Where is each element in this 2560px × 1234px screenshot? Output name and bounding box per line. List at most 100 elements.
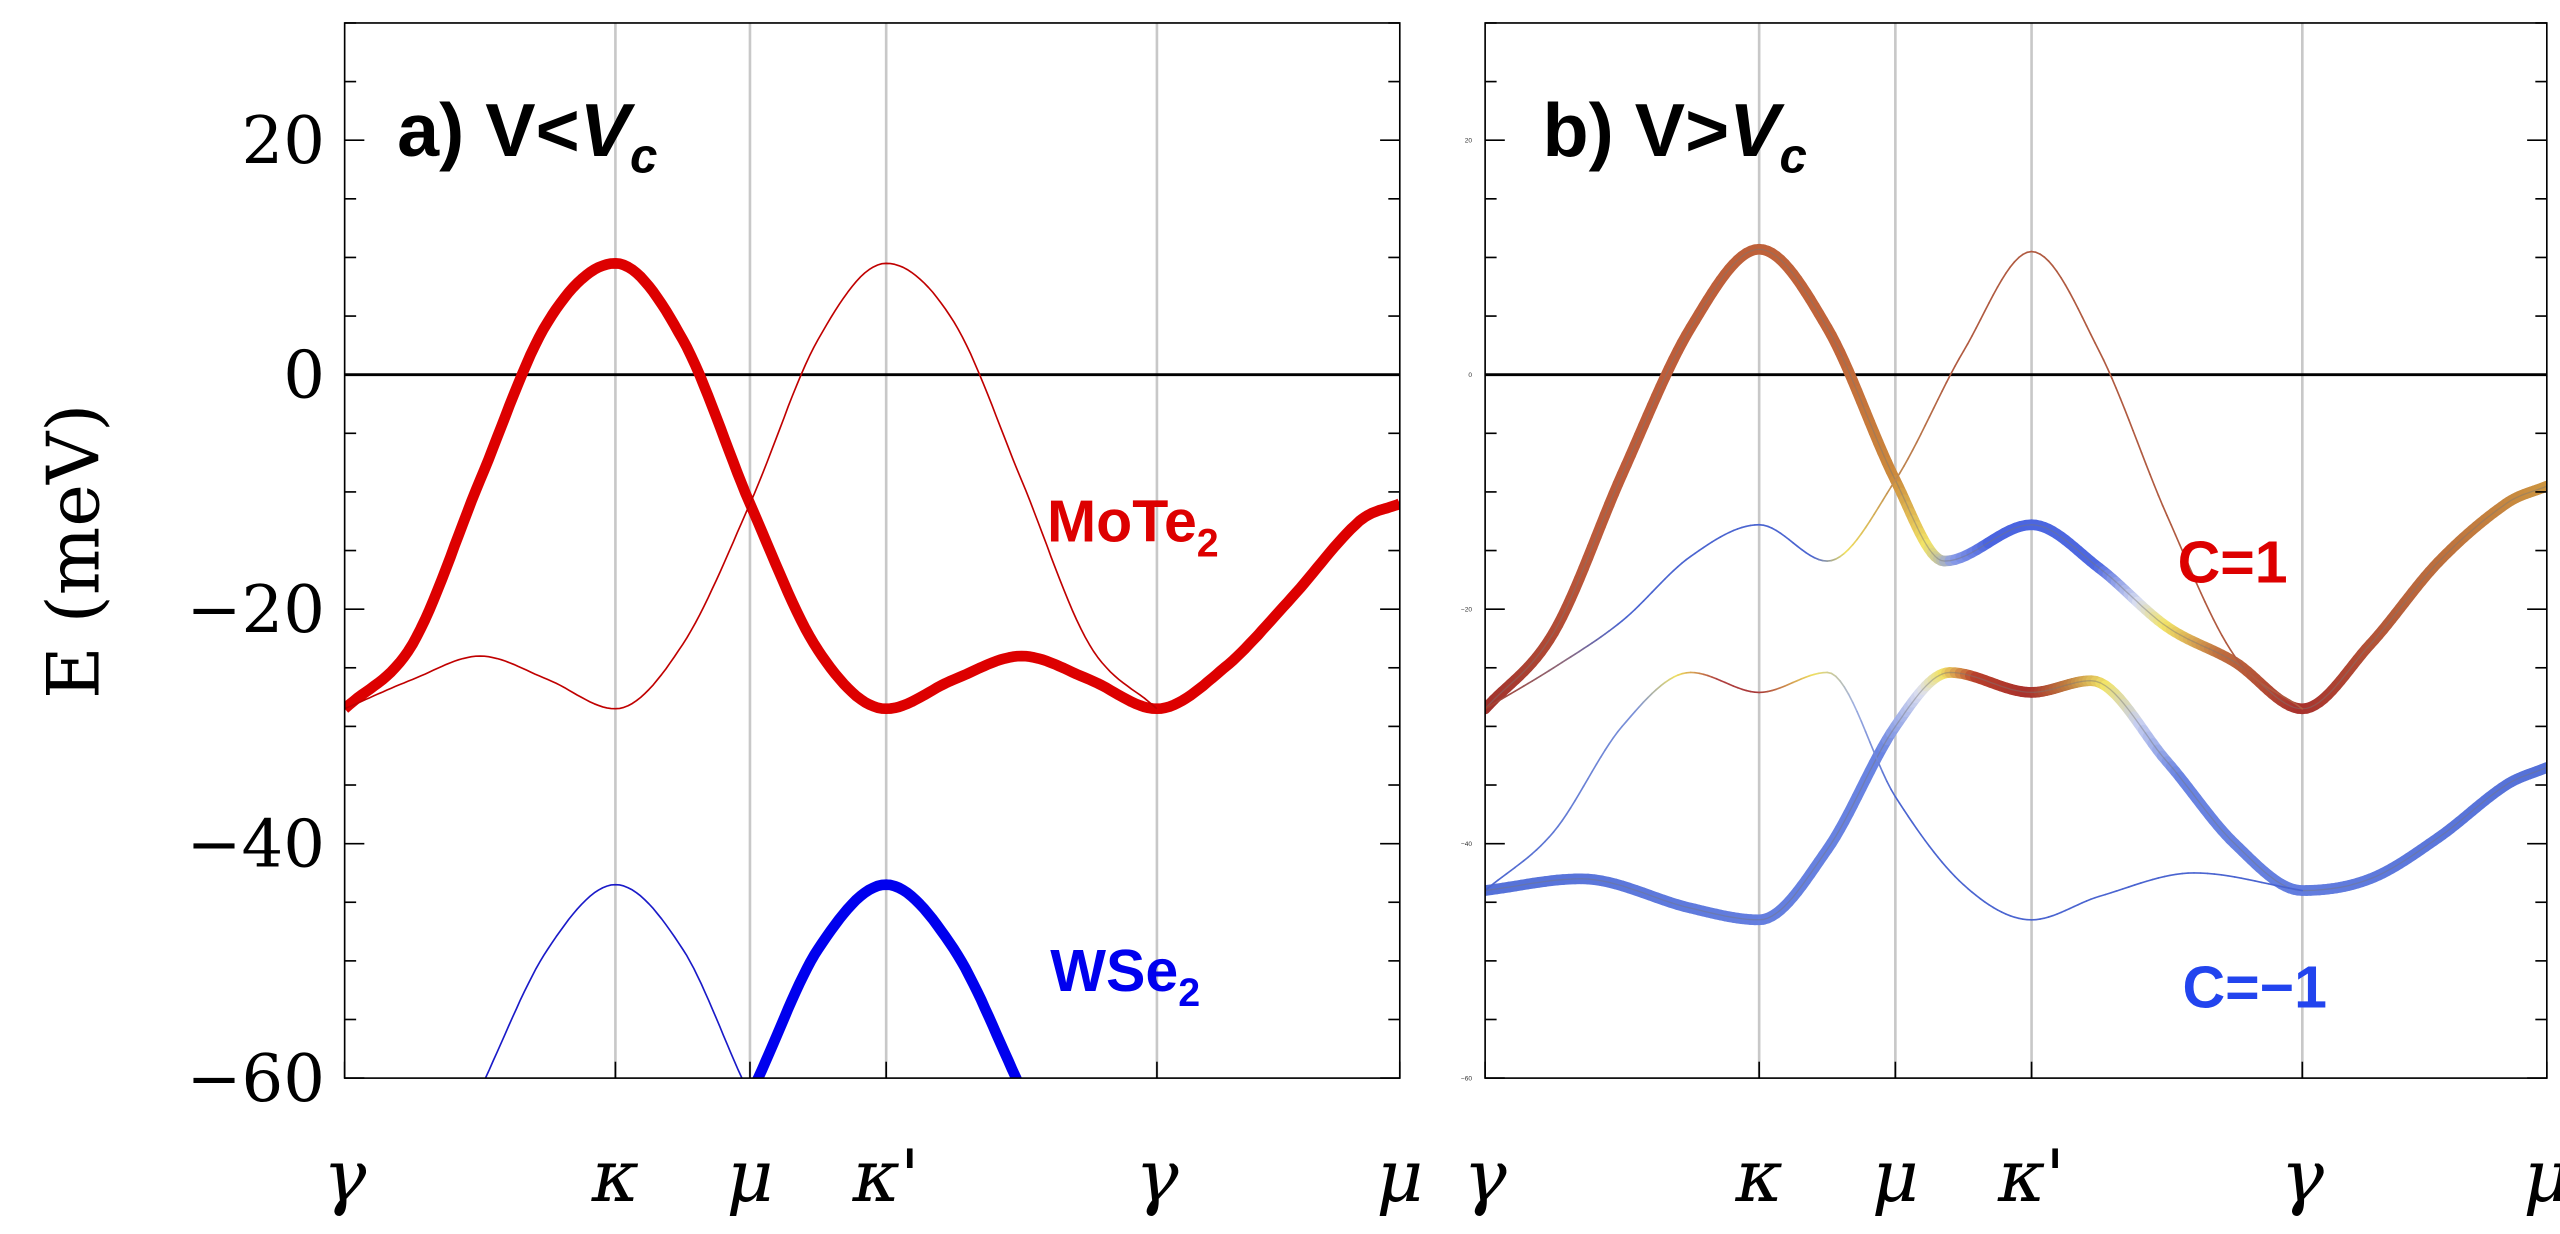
band-segment	[2208, 609, 2215, 621]
band-segment	[1839, 552, 1846, 558]
band-segment	[1949, 871, 1956, 878]
band-segment	[1518, 685, 1525, 690]
band-segment	[1915, 827, 1922, 836]
band-segment	[2221, 634, 2227, 644]
band-segment	[2056, 270, 2062, 279]
band-segment	[1685, 555, 1692, 561]
band-3-thick	[752, 879, 1022, 1079]
annotation-mote2-text: MoTe	[1047, 489, 1197, 555]
band-segment	[1924, 416, 1931, 427]
band-segment	[1694, 549, 1701, 555]
y-tick-label: −20	[1461, 607, 1472, 614]
band-segment	[2098, 350, 2105, 361]
band-segment	[2132, 429, 2139, 443]
y-tick-label: 0	[283, 338, 325, 414]
band-segment	[1851, 538, 1858, 546]
band-segment	[1552, 664, 1559, 669]
band-segment	[1501, 695, 1508, 700]
plot-frame	[1484, 22, 2548, 1079]
panel-b-bands	[1485, 243, 2547, 926]
band-segment	[1642, 595, 1649, 602]
band-segment	[2163, 874, 2172, 878]
band-segment	[2174, 533, 2181, 546]
y-tick-label: −60	[186, 1041, 325, 1117]
band-segment	[1625, 715, 1632, 723]
band-segment	[2229, 648, 2236, 657]
band-segment	[1497, 876, 1504, 882]
band-segment	[2123, 408, 2130, 421]
band-segment	[2199, 591, 2206, 603]
band-segment	[2085, 324, 2092, 336]
band-segment	[1966, 335, 1973, 345]
band-segment	[2051, 265, 2058, 273]
band-segment	[2122, 886, 2130, 890]
band-segment	[1574, 650, 1581, 655]
band-segment	[1582, 644, 1589, 650]
panel-b-title-v: V	[1729, 88, 1785, 172]
band-segment	[1527, 680, 1534, 685]
band-segment	[2140, 451, 2147, 465]
band-segment	[2216, 626, 2223, 637]
band-segment	[2175, 872, 2183, 876]
band-segment	[2106, 368, 2113, 380]
band-segment	[2183, 553, 2189, 565]
band-segment	[1915, 433, 1922, 444]
band-segment	[1629, 710, 1636, 718]
annotation-wse2: WSe2	[1050, 938, 1200, 1015]
band-segment	[1552, 825, 1559, 833]
band-2-thick	[1485, 667, 2547, 926]
band-segment	[1642, 696, 1649, 703]
band-segment	[1847, 693, 1854, 704]
x-tick-label: μ	[1872, 1135, 1919, 1219]
band-segment	[1877, 761, 1884, 773]
band-segment	[2017, 253, 2024, 259]
band-segment	[1659, 578, 1666, 585]
band-segment	[1975, 894, 1982, 900]
band-segment	[1856, 532, 1863, 541]
band-segment	[1979, 310, 1986, 321]
band-segment	[1706, 541, 1713, 546]
band-segment	[1587, 642, 1593, 647]
band-segment	[1937, 856, 1943, 864]
panel-a-title-prefix: a) V<	[397, 88, 579, 172]
x-tick-label: γ	[1464, 1135, 1508, 1219]
band-segment	[2227, 875, 2236, 878]
y-tick-label: −40	[1461, 841, 1472, 848]
band-segment	[1668, 569, 1675, 576]
band-segment	[2233, 655, 2240, 663]
band-segment	[1860, 526, 1867, 535]
band-line	[344, 258, 1400, 715]
band-segment	[1509, 690, 1516, 695]
band-segment	[1655, 582, 1662, 589]
band-segment	[2238, 660, 2244, 668]
band-segment	[1920, 424, 1926, 435]
band-segment	[2145, 878, 2154, 883]
band-segment	[1847, 543, 1854, 551]
band-segment	[1651, 586, 1658, 593]
band-segment	[1881, 492, 1888, 502]
band-segment	[2195, 582, 2202, 594]
annotation-c-minus-1: C=−1	[2183, 955, 2327, 1021]
band-segment	[1569, 653, 1576, 658]
band-segment	[1587, 770, 1593, 780]
band-segment	[1932, 850, 1939, 858]
band-segment	[1830, 672, 1837, 678]
band-segment	[1531, 849, 1538, 855]
band-segment	[1531, 677, 1538, 682]
band-segment	[1522, 682, 1529, 687]
band-segment	[1928, 407, 1935, 418]
band-segment	[2136, 440, 2143, 454]
band-segment	[1681, 558, 1688, 564]
band-segment	[2128, 884, 2136, 888]
band-segment	[1971, 327, 1978, 337]
band-segment	[2104, 891, 2112, 896]
band-segment	[1983, 302, 1990, 313]
band-segment	[1988, 294, 1995, 304]
band-segment	[2254, 678, 2261, 684]
band-0-thick	[344, 258, 1400, 715]
band-segment	[2274, 884, 2283, 888]
band-segment	[1962, 343, 1969, 353]
band-segment	[1894, 472, 1901, 482]
band-segment	[1975, 318, 1982, 329]
band-segment	[1873, 506, 1880, 516]
